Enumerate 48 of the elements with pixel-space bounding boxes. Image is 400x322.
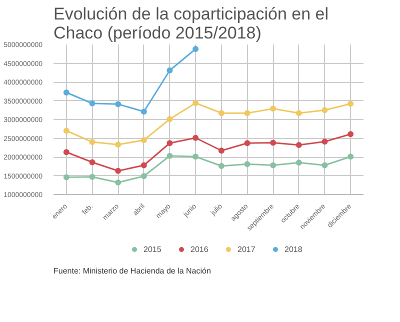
point [296,142,302,148]
point [244,140,250,146]
point [244,161,250,168]
point [218,163,224,169]
point [270,162,276,168]
point [322,107,328,114]
point [348,100,354,107]
legend-label: 2016 [190,244,210,254]
point [192,100,199,106]
point [270,106,276,112]
point [115,101,122,108]
point [348,154,354,160]
point [348,131,354,138]
point [63,128,70,134]
point [140,162,147,168]
point [63,174,70,180]
point [166,67,173,74]
legend-label: 2018 [284,244,304,254]
point [89,139,96,145]
point [89,159,96,166]
point [244,110,250,116]
point [166,116,173,122]
point [115,142,122,148]
point [166,140,173,146]
point [89,100,96,106]
point [115,180,122,186]
point [63,90,70,96]
legend-label: 2017 [238,244,256,254]
point [218,110,224,116]
point [166,152,173,159]
chart-title: Evolución de la coparticipación en el Chaco (período 2015/2018) [54,4,329,42]
point [140,173,147,180]
point [140,108,147,115]
point [89,174,96,180]
point [192,46,199,52]
point [140,137,147,144]
point [270,140,276,146]
point [218,148,224,154]
legend-label: 2015 [144,244,162,254]
point [296,160,302,166]
point [192,154,199,160]
point [322,162,328,168]
point [322,138,328,145]
point [296,110,302,116]
source-note: Fuente: Ministerio de Hacienda de la Nación [54,266,211,276]
point [63,149,70,156]
point [115,168,122,174]
point [192,134,199,141]
